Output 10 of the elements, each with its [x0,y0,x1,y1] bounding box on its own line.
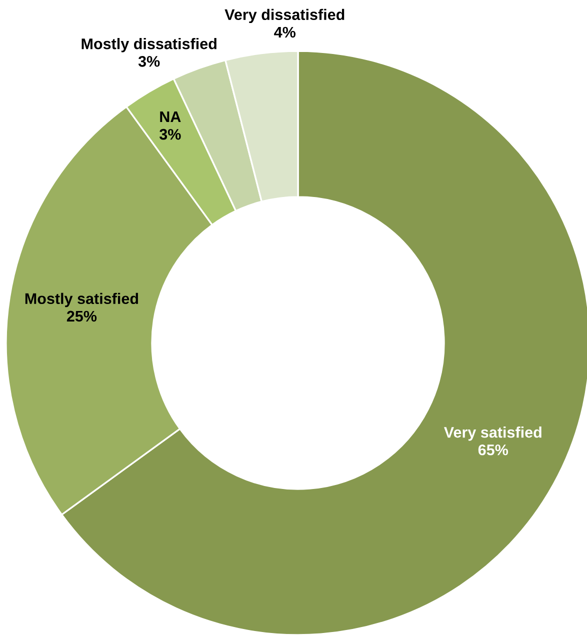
data-label: 3% [159,128,181,140]
slice-label: Very satisfied [444,426,542,441]
slice-label: NA [160,112,181,122]
slice-label: Mostly satisfied [25,292,138,308]
data-label: 25% [66,310,97,322]
data-label: 3% [138,56,160,67]
data-label: 4% [274,26,296,38]
data-label: 65% [478,444,508,456]
slice-label: Very dissatisfied [224,8,344,24]
slice-label: Mostly dissatisfied [82,38,216,52]
